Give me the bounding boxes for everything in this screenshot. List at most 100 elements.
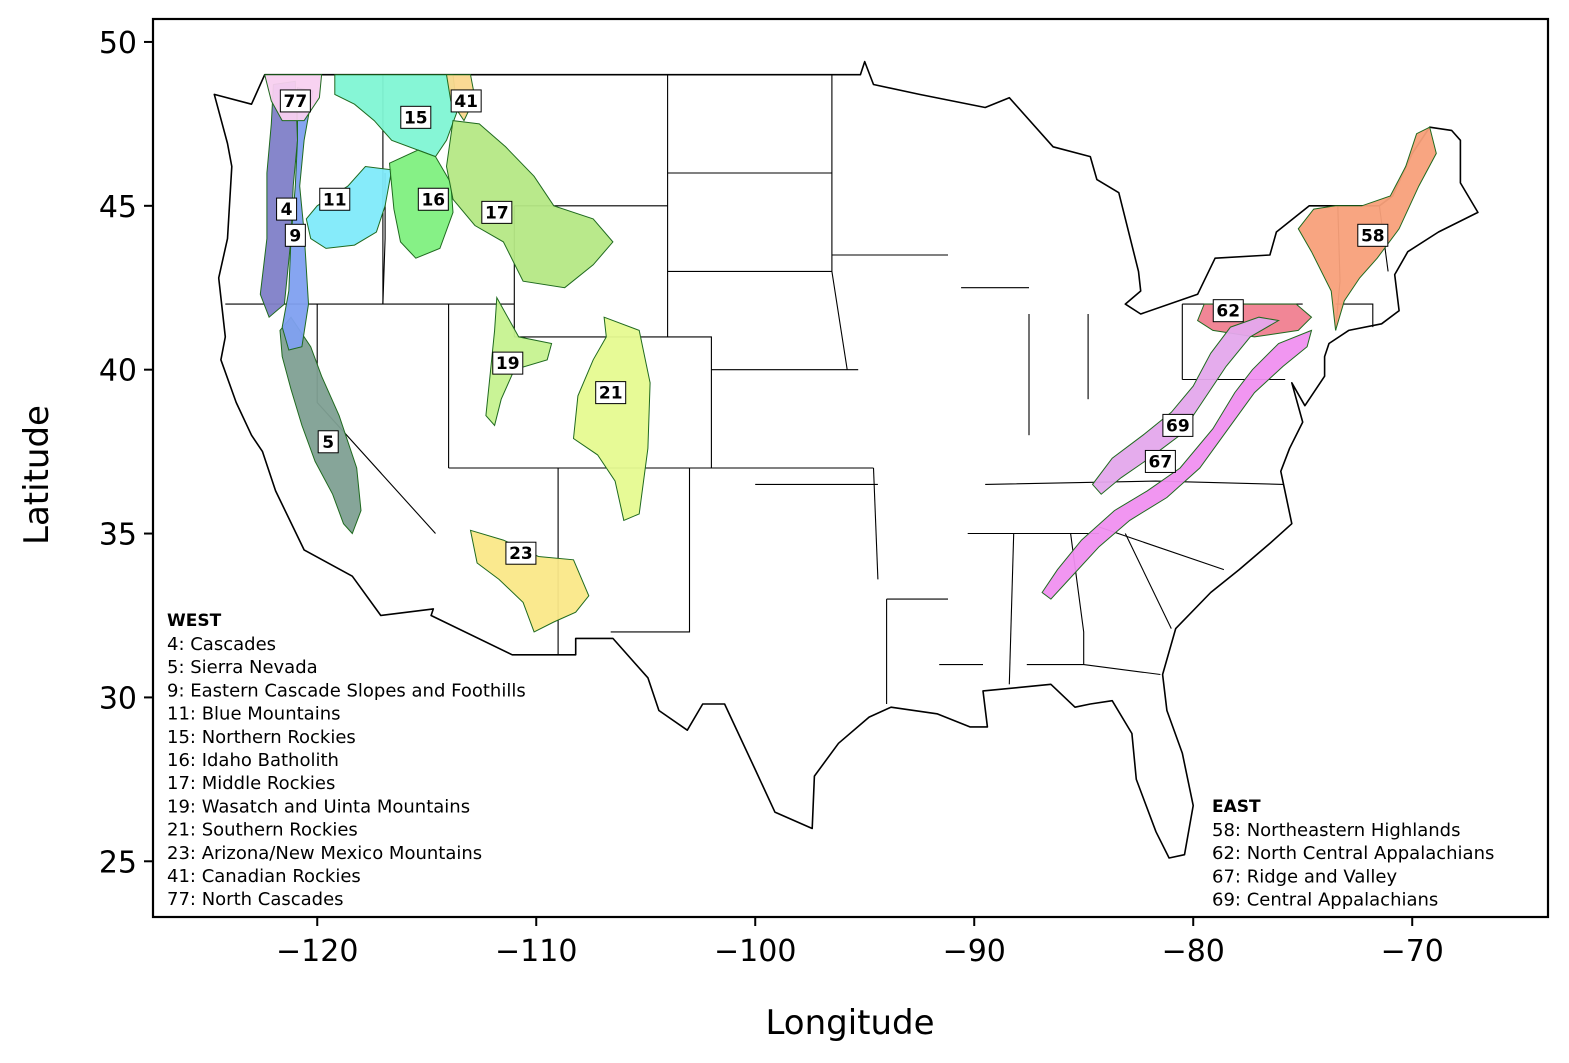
region-label-41: 41	[450, 89, 482, 113]
y-tick-label: 45	[99, 190, 137, 225]
region-label-21: 21	[595, 381, 627, 405]
region-label-box	[492, 351, 524, 375]
state-boundary	[1008, 533, 1015, 685]
y-tick-label: 50	[99, 26, 137, 61]
region-label-box	[595, 381, 627, 405]
legend-west-item: 9: Eastern Cascade Slopes and Foothills	[167, 680, 526, 701]
region-label-box	[279, 89, 311, 113]
ecoregion-polygons	[259, 74, 1437, 633]
x-tick-label: −70	[1381, 934, 1444, 969]
region-label-69: 69	[1162, 413, 1194, 437]
ecoregion-21	[572, 316, 651, 522]
state-boundary	[610, 468, 691, 633]
region-label-77: 77	[279, 89, 311, 113]
legend-west-item: 21: Southern Rockies	[167, 820, 358, 841]
region-label-11: 11	[319, 187, 351, 211]
region-label-text: 16	[421, 190, 445, 210]
ecoregion-67	[1041, 329, 1313, 600]
region-label-box	[276, 197, 298, 221]
x-tick-label: −90	[943, 934, 1006, 969]
region-label-text: 15	[404, 108, 428, 128]
region-label-17: 17	[481, 200, 513, 224]
legend-west-item: 23: Arizona/New Mexico Mountains	[167, 843, 482, 864]
x-axis-ticks: −120 −110 −100 −90 −80 −70	[276, 917, 1444, 969]
region-label-15: 15	[400, 105, 432, 129]
region-label-text: 41	[454, 92, 478, 112]
region-label-text: 69	[1166, 416, 1190, 436]
region-label-text: 58	[1361, 226, 1385, 246]
state-boundary	[1124, 533, 1172, 629]
legend-west-item: 77: North Cascades	[167, 889, 344, 910]
region-label-box	[1212, 299, 1244, 323]
legend-west-item: 4: Cascades	[167, 634, 276, 655]
region-label-box	[481, 200, 513, 224]
region-label-box	[400, 105, 432, 129]
x-tick-label: −120	[276, 934, 358, 969]
region-label-box	[417, 187, 449, 211]
x-tick-label: −80	[1162, 934, 1225, 969]
legend-east-item: 58: Northeastern Highlands	[1212, 820, 1460, 841]
legend-west-item: 15: Northern Rockies	[167, 727, 356, 748]
region-label-19: 19	[492, 351, 524, 375]
y-tick-label: 25	[99, 845, 137, 880]
legend-east-heading: EAST	[1212, 797, 1261, 817]
legend-west-heading: WEST	[167, 611, 222, 631]
region-label-box	[1144, 449, 1176, 473]
legend-east-item: 62: North Central Appalachians	[1212, 843, 1494, 864]
legend-east-item: 69: Central Appalachians	[1212, 890, 1438, 911]
region-label-text: 62	[1216, 302, 1240, 322]
region-label-9: 9	[284, 223, 306, 247]
x-tick-label: −110	[495, 934, 577, 969]
region-label-62: 62	[1212, 299, 1244, 323]
region-label-box	[319, 187, 351, 211]
y-axis-label: Latitude	[17, 405, 57, 545]
legend-west-item: 41: Canadian Rockies	[167, 866, 361, 887]
state-boundary	[1098, 526, 1225, 571]
region-label-text: 4	[281, 200, 293, 220]
y-tick-label: 30	[99, 681, 137, 716]
region-label-67: 67	[1144, 449, 1176, 473]
region-label-text: 19	[496, 354, 520, 374]
region-label-text: 77	[284, 92, 308, 112]
plot-frame	[151, 17, 1550, 919]
region-label-text: 21	[599, 384, 623, 404]
region-label-text: 23	[509, 544, 533, 564]
legend-west-item: 5: Sierra Nevada	[167, 657, 318, 678]
region-label-box	[1357, 223, 1389, 247]
region-label-box	[1162, 413, 1194, 437]
state-boundary	[985, 480, 1284, 485]
region-label-5: 5	[317, 430, 339, 454]
ecoregion-9	[281, 87, 314, 351]
y-axis-ticks: 25 30 35 40 45 50	[99, 26, 153, 880]
region-label-text: 11	[323, 190, 347, 210]
region-label-16: 16	[417, 187, 449, 211]
state-boundary	[1026, 664, 1161, 676]
legend-east-item: 67: Ridge and Valley	[1212, 866, 1397, 887]
region-label-text: 17	[485, 203, 509, 223]
ecoregion-17	[445, 120, 614, 289]
x-tick-label: −100	[714, 934, 796, 969]
ecoregion-69	[1091, 316, 1281, 495]
ecoregion-5	[279, 316, 362, 535]
y-tick-label: 40	[99, 354, 137, 389]
region-label-box	[284, 223, 306, 247]
legend-west-item: 19: Wasatch and Uinta Mountains	[167, 796, 470, 817]
legend-west-item: 16: Idaho Batholith	[167, 750, 339, 771]
region-label-23: 23	[505, 541, 537, 565]
ecoregion-labels: 4 5 9 11 15 16 17 19 21 23 41 77 58 62 67 69	[276, 89, 1389, 565]
region-label-58: 58	[1357, 223, 1389, 247]
x-axis-label: Longitude	[765, 1003, 934, 1043]
region-label-4: 4	[276, 197, 298, 221]
region-label-text: 67	[1149, 452, 1173, 472]
state-boundary	[831, 74, 848, 370]
region-label-text: 5	[322, 433, 334, 453]
region-label-box	[450, 89, 482, 113]
legend-west-item: 17: Middle Rockies	[167, 773, 335, 794]
state-boundary	[872, 467, 879, 580]
y-tick-label: 35	[99, 518, 137, 553]
legend-west-item: 11: Blue Mountains	[167, 704, 340, 725]
region-label-text: 9	[289, 226, 301, 246]
